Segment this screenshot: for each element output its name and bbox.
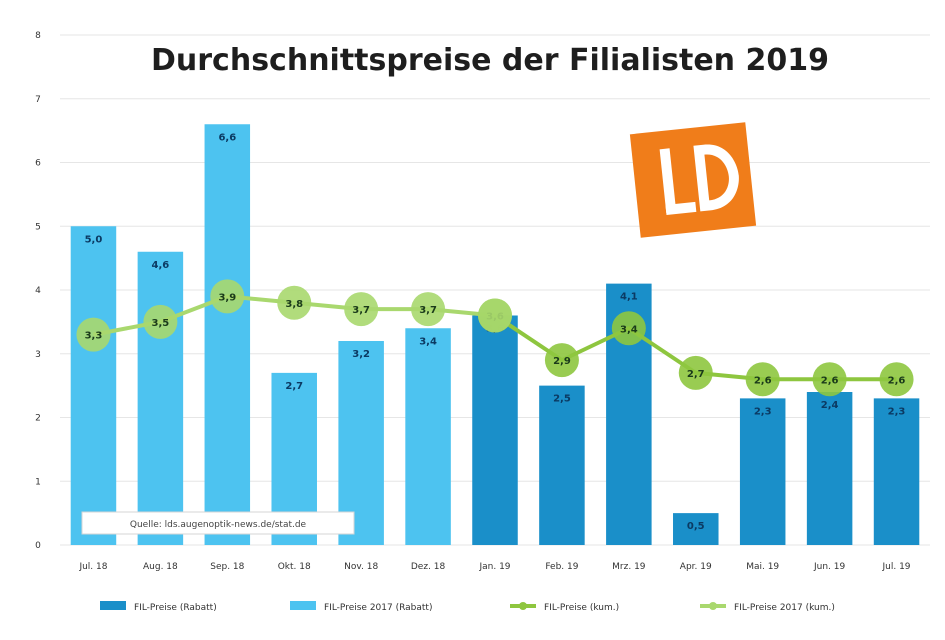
bar-data-label: 2,3: [754, 406, 772, 417]
line-point: [544, 343, 579, 378]
legend-marker: [709, 602, 717, 610]
line-data-label: 3,9: [218, 292, 236, 303]
bar-data-label: 3,2: [352, 349, 370, 360]
line-point: [277, 285, 312, 320]
line-data-label: 2,6: [821, 375, 839, 386]
y-axis: 0 1 2 3 4 5 6 7 8: [35, 31, 41, 551]
y-tick-label: 1: [35, 477, 41, 487]
line-point: [611, 311, 646, 346]
y-tick-label: 0: [35, 541, 41, 551]
line-point: [812, 362, 847, 397]
line-point: [411, 292, 446, 327]
bar-data-label: 3,4: [419, 336, 437, 347]
line-data-label: 2,9: [553, 356, 571, 367]
bar-data-label: 0,5: [687, 521, 705, 532]
legend-swatch: [100, 601, 126, 610]
legend-marker: [519, 602, 527, 610]
line-point: [344, 292, 379, 327]
bar-data-label: 2,7: [285, 381, 303, 392]
x-tick-label: Aug. 18: [143, 562, 178, 572]
line-data-label: 3,3: [85, 331, 103, 342]
line-data-label: 3,5: [152, 318, 170, 329]
bar: [204, 124, 251, 545]
bar: [873, 398, 920, 545]
x-tick-label: Jul. 19: [882, 562, 911, 572]
y-tick-label: 8: [35, 31, 41, 41]
line-points: 3,62,93,42,72,62,62,63,33,53,93,83,73,7: [76, 279, 914, 397]
bar: [137, 251, 184, 545]
source-text: Quelle: lds.augenoptik-news.de/stat.de: [130, 520, 307, 530]
x-tick-label: Okt. 18: [278, 562, 311, 572]
x-tick-label: Jun. 19: [813, 562, 846, 572]
y-tick-label: 3: [35, 350, 41, 360]
bar: [338, 341, 384, 545]
x-tick-label: Jul. 18: [78, 562, 107, 572]
x-tick-label: Jan. 19: [478, 562, 510, 572]
line-data-label: 3,8: [285, 299, 303, 310]
y-tick-label: 6: [35, 159, 41, 169]
chart-title: Durchschnittspreise der Filialisten 2019: [151, 43, 829, 78]
bar: [472, 315, 518, 545]
line-data-label: 2,6: [754, 375, 772, 386]
bar: [806, 392, 853, 545]
y-tick-label: 2: [35, 414, 41, 424]
source-note: Quelle: lds.augenoptik-news.de/stat.de: [81, 511, 355, 535]
x-tick-label: Dez. 18: [411, 562, 446, 572]
line-point: [210, 279, 245, 314]
bar: [539, 385, 585, 545]
bar: [405, 328, 451, 545]
bars: [70, 124, 920, 545]
legend-label: FIL-Preise (Rabatt): [134, 603, 217, 613]
y-tick-label: 4: [35, 286, 41, 296]
bar-data-label: 2,3: [888, 406, 906, 417]
bar-data-label: 4,1: [620, 292, 638, 303]
x-tick-label: Feb. 19: [545, 562, 578, 572]
line-data-label: 3,4: [620, 324, 638, 335]
x-tick-label: Mai. 19: [746, 562, 779, 572]
line-point: [76, 317, 111, 352]
line-data-label: 3,7: [419, 305, 437, 316]
line-point: [143, 304, 178, 339]
line-data-label: 2,6: [888, 375, 906, 386]
legend-label: FIL-Preise (kum.): [544, 603, 619, 613]
bar-data-label: 2,5: [553, 394, 571, 405]
logo-ld-icon: [629, 122, 757, 238]
legend-label: FIL-Preise 2017 (Rabatt): [324, 603, 432, 613]
line-point: [745, 362, 780, 397]
bar-data-label: 2,4: [821, 400, 839, 411]
bar: [70, 226, 117, 545]
line-point: [678, 355, 713, 390]
y-tick-label: 5: [35, 222, 41, 232]
line-data-label: 3,7: [352, 305, 370, 316]
legend-swatch: [290, 601, 316, 610]
bar: [673, 513, 719, 545]
line-data-label: 2,7: [687, 369, 705, 380]
x-tick-label: Apr. 19: [680, 562, 712, 572]
bar-data-label: 6,6: [218, 132, 236, 143]
bar-data-label: 5,0: [85, 234, 103, 245]
legend: FIL-Preise (Rabatt) FIL-Preise 2017 (Raba…: [100, 601, 835, 613]
bar-data-label: 4,6: [152, 260, 170, 271]
y-tick-label: 7: [35, 95, 41, 105]
legend-label: FIL-Preise 2017 (kum.): [734, 603, 835, 613]
x-axis: Jul. 18 Aug. 18 Sep. 18 Okt. 18 Nov. 18 Dez. …: [78, 562, 910, 572]
line-point: [879, 362, 914, 397]
x-tick-label: Nov. 18: [344, 562, 378, 572]
x-tick-label: Sep. 18: [210, 562, 244, 572]
x-tick-label: Mrz. 19: [612, 562, 646, 572]
bar: [739, 398, 786, 545]
line-point: [478, 298, 512, 333]
